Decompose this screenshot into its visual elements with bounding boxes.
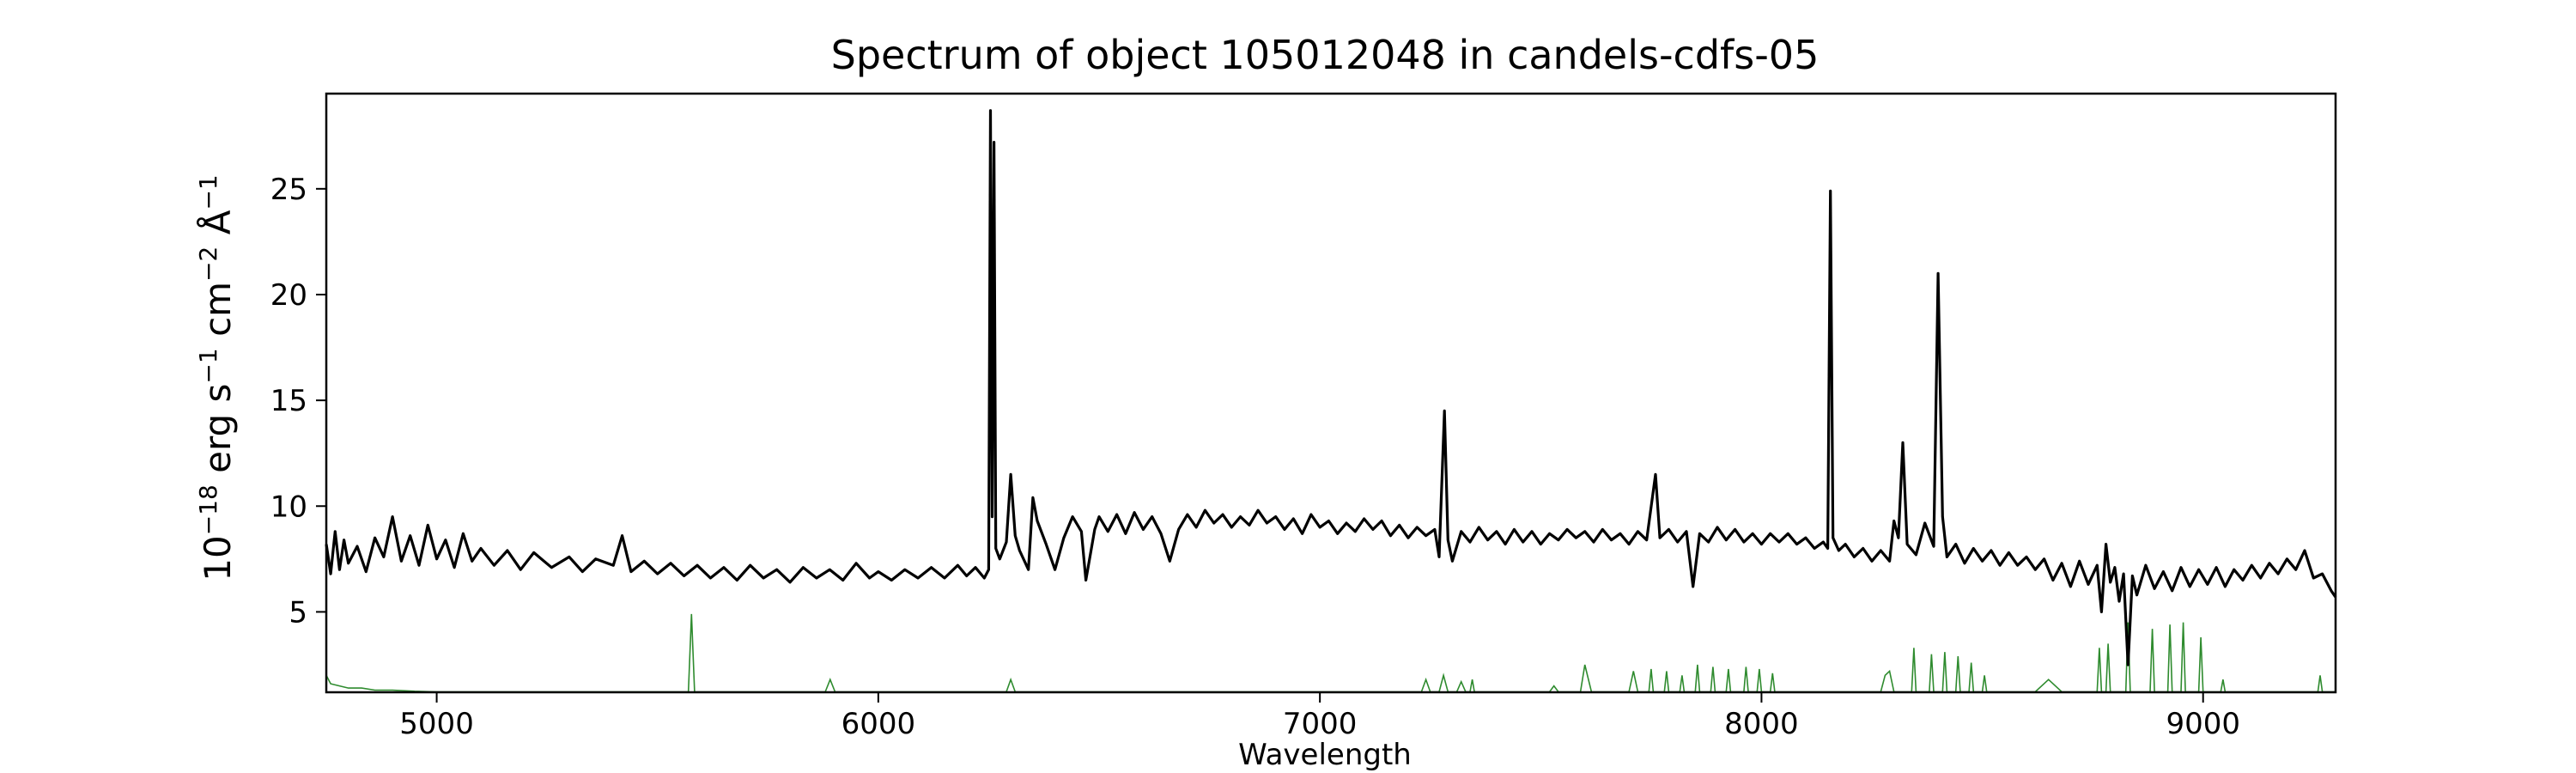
y-axis: 5 10 15 20 25: [270, 173, 326, 630]
x-tick-label: 9000: [2166, 707, 2240, 741]
y-tick-label: 15: [270, 384, 307, 418]
y-label-exp2: −1: [194, 348, 222, 383]
y-axis-label: 10−18 erg s−1 cm−2 Å−1: [194, 174, 239, 581]
flux-spectrum-line: [325, 109, 2337, 666]
y-tick-label: 5: [289, 595, 307, 630]
x-axis: 5000 6000 7000 8000 9000: [399, 692, 2240, 741]
y-tick-label: 20: [270, 278, 307, 313]
y-label-mid2: cm: [197, 282, 239, 348]
x-axis-label: Wavelength: [1238, 738, 1412, 772]
chart-title: Spectrum of object 105012048 in candels-…: [831, 32, 1820, 78]
y-label-exp1: −18: [194, 484, 222, 535]
plot-area: [325, 92, 2337, 694]
y-label-exp3: −2: [194, 247, 222, 282]
y-label-mid: erg s: [197, 384, 239, 485]
y-label-exp4: −1: [194, 174, 222, 210]
x-tick-label: 6000: [841, 707, 916, 741]
y-label-base: 10: [197, 535, 239, 581]
y-tick-label: 10: [270, 490, 307, 524]
y-label-mid3: Å: [196, 210, 239, 246]
x-tick-label: 7000: [1283, 707, 1358, 741]
axes-frame: [325, 92, 2337, 694]
y-tick-label: 25: [270, 173, 307, 207]
x-tick-label: 8000: [1724, 707, 1799, 741]
x-tick-label: 5000: [399, 707, 474, 741]
